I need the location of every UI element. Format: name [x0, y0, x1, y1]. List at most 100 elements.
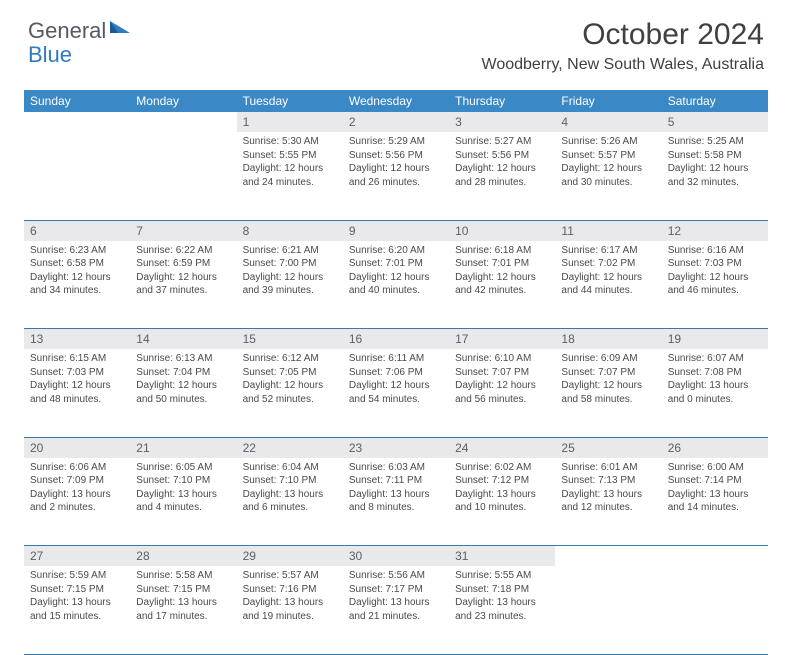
- sunset-text: Sunset: 7:09 PM: [30, 474, 124, 488]
- day-details: Sunrise: 5:26 AMSunset: 5:57 PMDaylight:…: [555, 132, 661, 195]
- day-number: 31: [449, 546, 555, 567]
- day-details: Sunrise: 5:55 AMSunset: 7:18 PMDaylight:…: [449, 566, 555, 629]
- daylight-text: Daylight: 12 hours and 39 minutes.: [243, 271, 337, 298]
- day-number: 30: [343, 546, 449, 567]
- sunrise-text: Sunrise: 6:23 AM: [30, 244, 124, 258]
- sunrise-text: Sunrise: 5:27 AM: [455, 135, 549, 149]
- brand-text-2-wrap: Blue: [28, 42, 72, 68]
- sunrise-text: Sunrise: 6:03 AM: [349, 461, 443, 475]
- sunrise-text: Sunrise: 6:15 AM: [30, 352, 124, 366]
- day-details: Sunrise: 6:07 AMSunset: 7:08 PMDaylight:…: [662, 349, 768, 412]
- day-details: Sunrise: 5:30 AMSunset: 5:55 PMDaylight:…: [237, 132, 343, 195]
- day-cell: Sunrise: 6:02 AMSunset: 7:12 PMDaylight:…: [449, 458, 555, 546]
- day-cell: Sunrise: 5:29 AMSunset: 5:56 PMDaylight:…: [343, 132, 449, 220]
- day-cell: [24, 132, 130, 220]
- daylight-text: Daylight: 13 hours and 21 minutes.: [349, 596, 443, 623]
- sunset-text: Sunset: 7:04 PM: [136, 366, 230, 380]
- daylight-text: Daylight: 13 hours and 19 minutes.: [243, 596, 337, 623]
- day-number: 3: [449, 112, 555, 132]
- day-cell: Sunrise: 6:16 AMSunset: 7:03 PMDaylight:…: [662, 241, 768, 329]
- day-number: 10: [449, 220, 555, 241]
- sunrise-text: Sunrise: 5:57 AM: [243, 569, 337, 583]
- day-cell: Sunrise: 5:25 AMSunset: 5:58 PMDaylight:…: [662, 132, 768, 220]
- daylight-text: Daylight: 12 hours and 40 minutes.: [349, 271, 443, 298]
- day-details: Sunrise: 6:15 AMSunset: 7:03 PMDaylight:…: [24, 349, 130, 412]
- sunset-text: Sunset: 5:56 PM: [349, 149, 443, 163]
- day-cell: Sunrise: 6:00 AMSunset: 7:14 PMDaylight:…: [662, 458, 768, 546]
- day-number-row: 20212223242526: [24, 437, 768, 458]
- day-number: 11: [555, 220, 661, 241]
- daylight-text: Daylight: 12 hours and 32 minutes.: [668, 162, 762, 189]
- day-details: Sunrise: 5:29 AMSunset: 5:56 PMDaylight:…: [343, 132, 449, 195]
- sunrise-text: Sunrise: 6:22 AM: [136, 244, 230, 258]
- day-number: 9: [343, 220, 449, 241]
- day-details: Sunrise: 6:13 AMSunset: 7:04 PMDaylight:…: [130, 349, 236, 412]
- daylight-text: Daylight: 13 hours and 8 minutes.: [349, 488, 443, 515]
- day-number-row: 12345: [24, 112, 768, 132]
- sunrise-text: Sunrise: 6:16 AM: [668, 244, 762, 258]
- day-details: Sunrise: 6:10 AMSunset: 7:07 PMDaylight:…: [449, 349, 555, 412]
- sunset-text: Sunset: 7:07 PM: [455, 366, 549, 380]
- sunrise-text: Sunrise: 6:21 AM: [243, 244, 337, 258]
- day-cell: Sunrise: 6:05 AMSunset: 7:10 PMDaylight:…: [130, 458, 236, 546]
- daylight-text: Daylight: 13 hours and 10 minutes.: [455, 488, 549, 515]
- day-number: 27: [24, 546, 130, 567]
- sunset-text: Sunset: 7:06 PM: [349, 366, 443, 380]
- day-number: 7: [130, 220, 236, 241]
- day-details: Sunrise: 5:25 AMSunset: 5:58 PMDaylight:…: [662, 132, 768, 195]
- day-number: 5: [662, 112, 768, 132]
- sunrise-text: Sunrise: 5:59 AM: [30, 569, 124, 583]
- day-cell: Sunrise: 6:17 AMSunset: 7:02 PMDaylight:…: [555, 241, 661, 329]
- day-details: Sunrise: 6:09 AMSunset: 7:07 PMDaylight:…: [555, 349, 661, 412]
- day-cell: Sunrise: 6:03 AMSunset: 7:11 PMDaylight:…: [343, 458, 449, 546]
- sunset-text: Sunset: 7:10 PM: [243, 474, 337, 488]
- day-details: Sunrise: 6:16 AMSunset: 7:03 PMDaylight:…: [662, 241, 768, 304]
- sunset-text: Sunset: 6:59 PM: [136, 257, 230, 271]
- day-header: Monday: [130, 90, 236, 112]
- day-cell: Sunrise: 5:27 AMSunset: 5:56 PMDaylight:…: [449, 132, 555, 220]
- daylight-text: Daylight: 12 hours and 44 minutes.: [561, 271, 655, 298]
- day-number: 15: [237, 329, 343, 350]
- day-number: 23: [343, 437, 449, 458]
- day-cell: Sunrise: 6:23 AMSunset: 6:58 PMDaylight:…: [24, 241, 130, 329]
- sunset-text: Sunset: 7:14 PM: [668, 474, 762, 488]
- day-details: Sunrise: 6:20 AMSunset: 7:01 PMDaylight:…: [343, 241, 449, 304]
- sunset-text: Sunset: 7:10 PM: [136, 474, 230, 488]
- page-header: General October 2024 Woodberry, New Sout…: [0, 0, 792, 80]
- day-cell: Sunrise: 5:57 AMSunset: 7:16 PMDaylight:…: [237, 566, 343, 654]
- day-number: 21: [130, 437, 236, 458]
- sunrise-text: Sunrise: 5:25 AM: [668, 135, 762, 149]
- day-body-row: Sunrise: 6:15 AMSunset: 7:03 PMDaylight:…: [24, 349, 768, 437]
- sunset-text: Sunset: 7:16 PM: [243, 583, 337, 597]
- day-cell: Sunrise: 5:59 AMSunset: 7:15 PMDaylight:…: [24, 566, 130, 654]
- daylight-text: Daylight: 12 hours and 30 minutes.: [561, 162, 655, 189]
- day-header: Thursday: [449, 90, 555, 112]
- day-number: 24: [449, 437, 555, 458]
- sunset-text: Sunset: 5:57 PM: [561, 149, 655, 163]
- sunrise-text: Sunrise: 5:56 AM: [349, 569, 443, 583]
- sunrise-text: Sunrise: 6:01 AM: [561, 461, 655, 475]
- day-number-row: 6789101112: [24, 220, 768, 241]
- day-number: 13: [24, 329, 130, 350]
- sunrise-text: Sunrise: 6:12 AM: [243, 352, 337, 366]
- sunrise-text: Sunrise: 5:30 AM: [243, 135, 337, 149]
- day-number: [130, 112, 236, 132]
- day-cell: Sunrise: 6:22 AMSunset: 6:59 PMDaylight:…: [130, 241, 236, 329]
- sunset-text: Sunset: 6:58 PM: [30, 257, 124, 271]
- sunrise-text: Sunrise: 6:05 AM: [136, 461, 230, 475]
- day-details: Sunrise: 5:59 AMSunset: 7:15 PMDaylight:…: [24, 566, 130, 629]
- sunset-text: Sunset: 7:15 PM: [136, 583, 230, 597]
- sunset-text: Sunset: 7:02 PM: [561, 257, 655, 271]
- day-cell: Sunrise: 6:09 AMSunset: 7:07 PMDaylight:…: [555, 349, 661, 437]
- daylight-text: Daylight: 13 hours and 2 minutes.: [30, 488, 124, 515]
- day-number: 17: [449, 329, 555, 350]
- sunset-text: Sunset: 7:05 PM: [243, 366, 337, 380]
- day-number: 29: [237, 546, 343, 567]
- sunrise-text: Sunrise: 5:26 AM: [561, 135, 655, 149]
- day-number: [24, 112, 130, 132]
- sunrise-text: Sunrise: 5:55 AM: [455, 569, 549, 583]
- daylight-text: Daylight: 12 hours and 52 minutes.: [243, 379, 337, 406]
- day-details: Sunrise: 6:01 AMSunset: 7:13 PMDaylight:…: [555, 458, 661, 521]
- sunrise-text: Sunrise: 5:29 AM: [349, 135, 443, 149]
- day-details: Sunrise: 6:22 AMSunset: 6:59 PMDaylight:…: [130, 241, 236, 304]
